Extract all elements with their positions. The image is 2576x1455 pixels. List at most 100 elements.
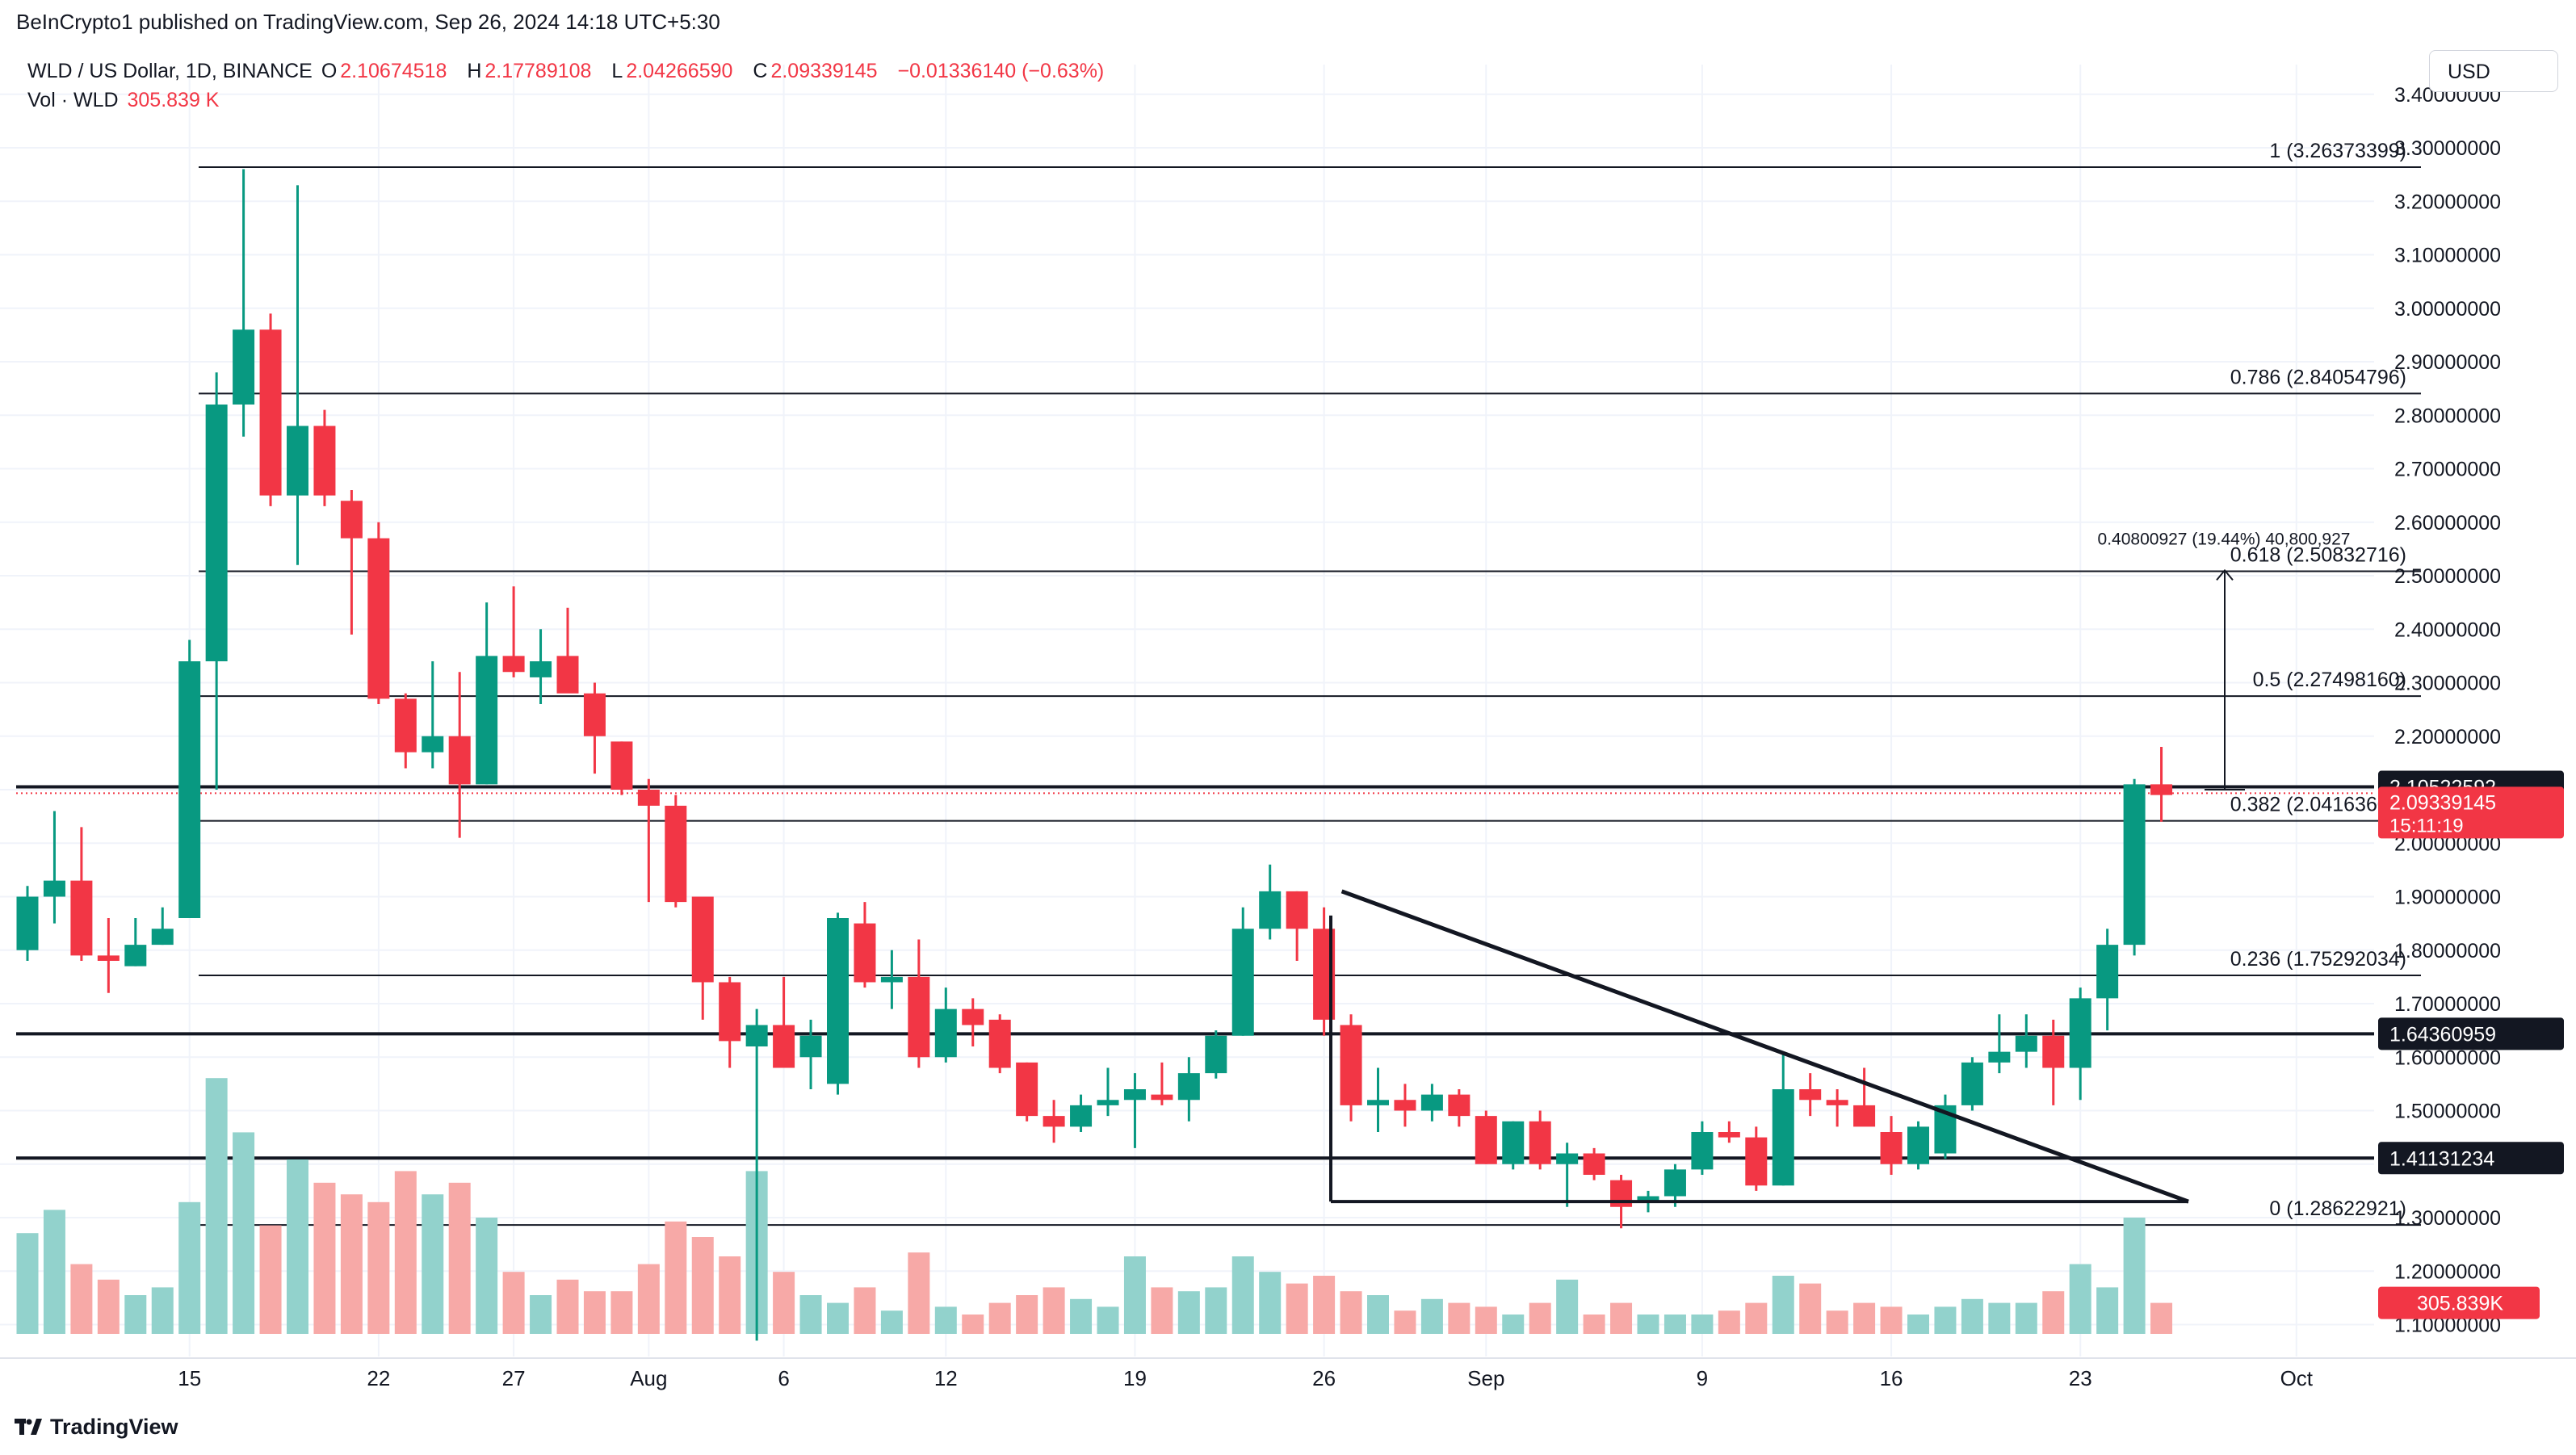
candle-body [773, 1025, 795, 1068]
volume-bar [422, 1194, 444, 1334]
candle-body [880, 976, 903, 983]
last-price-label: 2.09339145 [2389, 791, 2496, 814]
volume-bar [367, 1201, 390, 1334]
candle-body [340, 501, 363, 539]
volume-bar [1745, 1302, 1768, 1334]
candle-body [1340, 1025, 1362, 1105]
high-label: H [467, 60, 482, 82]
volume-bar [1853, 1302, 1876, 1334]
price-tick-label: 2.20000000 [2394, 726, 2501, 748]
price-tick-label: 1.50000000 [2394, 1101, 2501, 1123]
candle-body [1177, 1073, 1200, 1101]
volume-bar [691, 1237, 714, 1334]
drawings[interactable]: 0.40800927 (19.44%) 40,800,927 [1329, 530, 2351, 1204]
volume-label: Vol · WLD [27, 89, 119, 111]
volume-bar [1151, 1287, 1173, 1334]
candle-body [422, 736, 444, 753]
last-volume-label: 305.839K [2417, 1293, 2503, 1315]
fib-level-label: 0.382 (2.04163604) [2230, 794, 2406, 816]
candle-body [1286, 891, 1308, 929]
volume-bar [1799, 1283, 1822, 1334]
measure-label: 0.40800927 (19.44%) 40,800,927 [2098, 530, 2351, 548]
time-tick-label: 12 [934, 1366, 958, 1390]
currency-button[interactable]: USD [2429, 50, 2558, 92]
candle-body [2123, 784, 2146, 946]
candle-body [1367, 1100, 1389, 1105]
time-tick-label: 26 [1312, 1366, 1336, 1390]
volume-bar [880, 1310, 903, 1334]
volume-bar [1043, 1287, 1065, 1334]
candle-body [745, 1025, 768, 1046]
price-level-badge [2378, 1017, 2564, 1050]
price-tick-label: 1.80000000 [2394, 940, 2501, 962]
price-tick-label: 2.50000000 [2394, 565, 2501, 588]
volume-bar [1123, 1256, 1146, 1334]
candle-body [1394, 1100, 1416, 1111]
volume-bar [1177, 1291, 1200, 1334]
candle-body [1583, 1153, 1605, 1175]
time-axis[interactable]: 15 22 27 Aug 6 12 19 26 Sep 9 16 23 Oct [0, 1357, 2576, 1390]
price-tick-label: 1.60000000 [2394, 1046, 2501, 1069]
time-tick-label: 23 [2069, 1366, 2092, 1390]
volume-bar [1718, 1310, 1740, 1334]
candle-body [1259, 891, 1282, 929]
last-price-badge [2378, 786, 2564, 839]
volume-bar [1583, 1315, 1605, 1334]
candle-body [124, 945, 147, 967]
volume-bar [476, 1218, 498, 1334]
candle-body [1151, 1094, 1173, 1101]
candle-body [1097, 1100, 1119, 1105]
price-tick-label: 2.80000000 [2394, 405, 2501, 427]
volume-bar [1394, 1310, 1416, 1334]
price-tick-label: 2.60000000 [2394, 512, 2501, 535]
time-tick-label: Aug [630, 1366, 667, 1390]
candle-body [583, 693, 606, 736]
candle-body [1799, 1089, 1822, 1101]
volume-bar [908, 1252, 930, 1334]
candle-body [2096, 945, 2119, 999]
time-tick-label: Oct [2280, 1366, 2314, 1390]
price-tick-label: 1.70000000 [2394, 993, 2501, 1016]
time-tick-label: 16 [1880, 1366, 1903, 1390]
time-tick-label: 27 [502, 1366, 526, 1390]
tradingview-logo-icon [15, 1415, 42, 1440]
volume-bar [988, 1302, 1011, 1334]
candle-body [1070, 1105, 1093, 1127]
fib-level-label: 0.5 (2.27498160) [2253, 669, 2406, 691]
volume-bar [556, 1279, 579, 1334]
horizontal-levels[interactable] [16, 785, 2374, 1160]
volume-bar [1448, 1302, 1471, 1334]
candle-body [530, 661, 552, 677]
price-tick-label: 1.90000000 [2394, 887, 2501, 909]
candle-body [610, 741, 633, 790]
time-tick-label: Sep [1467, 1366, 1504, 1390]
volume-bar [962, 1315, 984, 1334]
candle-body [854, 923, 876, 983]
volume-bar [1691, 1315, 1714, 1334]
candle-body [1988, 1051, 2011, 1063]
high-value: 2.17789108 [485, 60, 592, 82]
candle-body [2015, 1035, 2037, 1052]
candle-body [1205, 1035, 1227, 1074]
volume-bar [1286, 1283, 1308, 1334]
volume-bar [1367, 1295, 1389, 1334]
candle-body [1529, 1121, 1551, 1164]
price-tick-label: 3.30000000 [2394, 137, 2501, 160]
candle-body [1691, 1132, 1714, 1170]
volume-bar [637, 1264, 660, 1334]
low-label: L [611, 60, 623, 82]
price-level-badge-label: 1.41131234 [2389, 1147, 2494, 1170]
candle-body [502, 656, 525, 673]
candle-body [1880, 1132, 1903, 1164]
candle-body [799, 1035, 822, 1058]
candle-body [2069, 998, 2091, 1068]
price-tick-label: 1.20000000 [2394, 1260, 2501, 1283]
price-tick-label: 2.90000000 [2394, 351, 2501, 374]
volume-bar [1313, 1276, 1336, 1334]
ohlc-row: WLD / US Dollar, 1D, BINANCE O 2.10674518… [27, 57, 1118, 86]
price-tick-label: 2.70000000 [2394, 459, 2501, 481]
volume-bar [233, 1132, 255, 1334]
fibonacci-retracement[interactable]: 1 (3.26373399) 0.786 (2.84054796) 0.618 (2… [199, 140, 2421, 1226]
tradingview-watermark: TradingView [15, 1415, 178, 1440]
